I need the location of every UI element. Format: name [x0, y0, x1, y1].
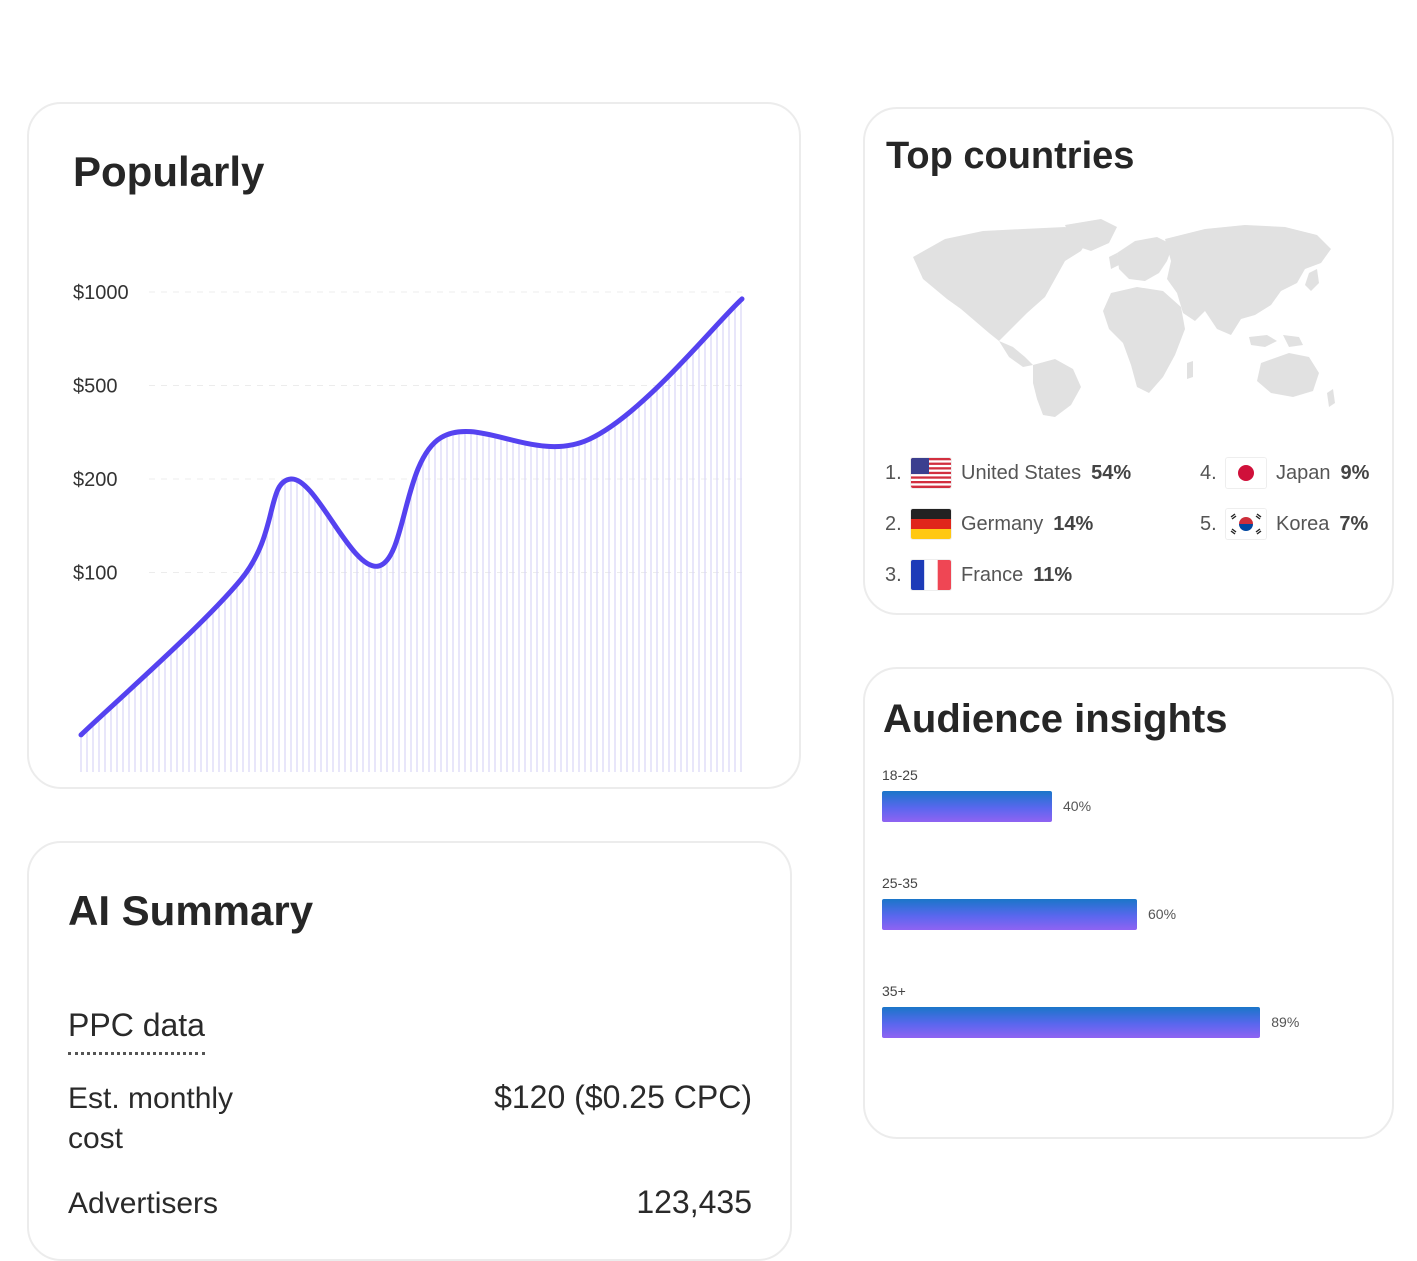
- popularly-grid: [149, 291, 742, 573]
- age-group-percent: 60%: [1148, 906, 1177, 922]
- world-map: [913, 219, 1335, 417]
- popularly-series-line: [78, 296, 745, 738]
- age-group-label: 35+: [882, 983, 906, 999]
- country-name: France: [961, 563, 1024, 586]
- country-percent: 14%: [1053, 512, 1094, 535]
- country-row-japan: 4. Japan 9%: [1200, 457, 1369, 489]
- country-rank: 5.: [1200, 512, 1217, 535]
- age-group-percent: 40%: [1063, 798, 1092, 814]
- est-monthly-cost-value: $120 ($0.25 CPC): [494, 1079, 752, 1115]
- korea-flag-icon: [1226, 509, 1266, 539]
- country-name: Korea: [1276, 512, 1330, 535]
- country-row-france: 3. France 11%: [885, 559, 1072, 591]
- age-group-bar: [882, 1007, 1261, 1038]
- advertisers-value: 123,435: [636, 1184, 752, 1220]
- country-rank: 2.: [885, 512, 902, 535]
- country-name: Germany: [961, 512, 1044, 535]
- france-flag-icon: [911, 560, 951, 590]
- country-name: Japan: [1276, 461, 1331, 484]
- country-row-germany: 2. Germany 14%: [885, 508, 1093, 540]
- top-countries-card: Top countries: [863, 107, 1394, 615]
- y-tick-label: $1000: [73, 282, 129, 304]
- age-group-bar: [882, 899, 1137, 930]
- age-group-label: 18-25: [882, 767, 918, 783]
- country-rank: 1.: [885, 461, 902, 484]
- country-name: United States: [961, 461, 1082, 484]
- country-percent: 9%: [1340, 461, 1370, 484]
- top-countries-title: Top countries: [886, 135, 1135, 177]
- country-percent: 7%: [1339, 512, 1369, 535]
- popularly-y-axis: $1000 $500 $200 $100: [73, 282, 129, 585]
- us-flag-icon: [911, 458, 951, 488]
- country-row-united-states: 1. United States 54%: [885, 457, 1131, 489]
- country-row-korea: 5. Korea 7%: [1200, 508, 1368, 540]
- popularly-title: Popularly: [73, 148, 265, 195]
- ai-summary-card: AI Summary PPC data Est. monthly cost $1…: [27, 841, 792, 1261]
- popularly-card: Popularly $1000 $500 $200 $100: [27, 102, 801, 789]
- audience-insights-card: Audience insights 18-25 40% 25-35 60% 35+ 89%: [863, 667, 1394, 1139]
- popularly-chart: $1000 $500 $200 $100: [73, 282, 745, 772]
- country-percent: 11%: [1033, 563, 1073, 586]
- age-group-bar: [882, 791, 1052, 822]
- country-percent: 54%: [1091, 461, 1132, 484]
- germany-flag-icon: [911, 509, 951, 539]
- country-rank: 4.: [1200, 461, 1217, 484]
- audience-insights-title: Audience insights: [883, 697, 1228, 741]
- y-tick-label: $500: [73, 376, 118, 398]
- y-tick-label: $100: [73, 563, 118, 585]
- ppc-data-heading[interactable]: PPC data: [68, 1007, 205, 1055]
- age-group-percent: 89%: [1271, 1014, 1300, 1030]
- ai-summary-title: AI Summary: [68, 887, 314, 934]
- advertisers-label: Advertisers: [68, 1187, 219, 1220]
- country-rank: 3.: [885, 563, 902, 586]
- age-group-label: 25-35: [882, 875, 918, 891]
- popularly-fill-lines: [80, 300, 742, 772]
- japan-flag-icon: [1226, 458, 1266, 488]
- y-tick-label: $200: [73, 469, 118, 491]
- est-monthly-cost-label: Est. monthly cost: [68, 1082, 234, 1155]
